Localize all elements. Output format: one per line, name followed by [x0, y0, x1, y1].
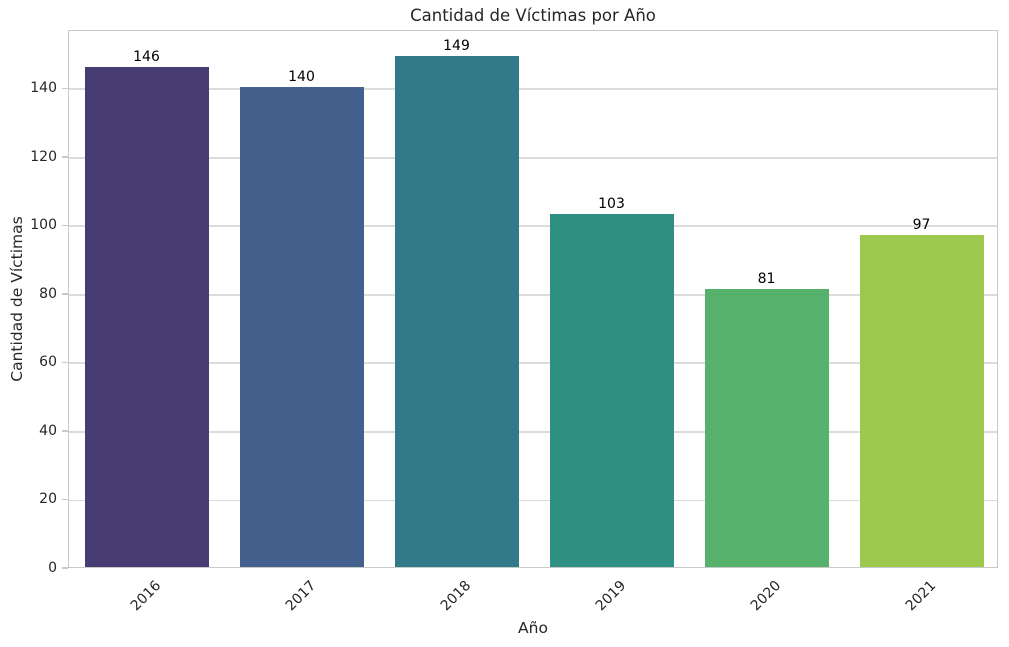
x-tick-label-2020: 2020 — [747, 577, 784, 615]
y-tick-label-40: 40 — [39, 422, 57, 439]
bar-2019 — [549, 214, 674, 567]
y-tick-label-60: 60 — [39, 354, 57, 371]
plot-area: 146 140 149 103 81 97 — [68, 30, 998, 568]
bar-2021 — [859, 234, 984, 567]
bar-2016 — [84, 66, 209, 567]
y-tick-label-120: 120 — [30, 148, 57, 165]
gridline-y-120 — [69, 156, 997, 159]
y-tick-label-140: 140 — [30, 80, 57, 97]
y-tick-label-0: 0 — [48, 560, 57, 576]
bar-value-label-2017: 140 — [288, 69, 315, 86]
gridline-y-20 — [69, 499, 997, 502]
chart-title: Cantidad de Víctimas por Año — [410, 6, 656, 25]
bar-2020 — [704, 289, 829, 567]
y-tick-mark-100 — [62, 224, 68, 227]
y-tick-label-20: 20 — [39, 491, 57, 508]
bar-value-label-2019: 103 — [598, 196, 625, 213]
gridline-y-40 — [69, 431, 997, 433]
y-tick-mark-80 — [62, 293, 68, 295]
gridline-y-80 — [69, 293, 997, 296]
y-tick-mark-60 — [62, 361, 68, 364]
x-tick-label-2018: 2018 — [437, 577, 474, 615]
bar-2018 — [394, 56, 519, 567]
x-tick-label-2021: 2021 — [902, 577, 939, 615]
gridline-y-100 — [69, 225, 997, 228]
x-tick-label-2019: 2019 — [592, 577, 629, 615]
bar-value-label-2021: 97 — [912, 216, 931, 233]
x-tick-label-2016: 2016 — [127, 577, 164, 615]
y-tick-label-100: 100 — [30, 217, 57, 234]
y-tick-mark-0 — [62, 567, 68, 569]
gridline-y-140 — [69, 88, 997, 91]
bar-value-label-2020: 81 — [757, 271, 776, 288]
y-tick-mark-20 — [62, 498, 68, 501]
y-tick-mark-40 — [62, 430, 68, 432]
x-axis-label: Año — [518, 619, 548, 637]
gridline-y-60 — [69, 362, 997, 365]
bar-2017 — [239, 87, 364, 567]
bar-value-label-2018: 149 — [443, 38, 470, 55]
y-tick-mark-120 — [62, 156, 68, 158]
y-tick-mark-140 — [62, 87, 68, 89]
bar-value-label-2016: 146 — [133, 48, 160, 65]
y-tick-label-80: 80 — [39, 285, 57, 302]
x-tick-label-2017: 2017 — [282, 577, 319, 615]
